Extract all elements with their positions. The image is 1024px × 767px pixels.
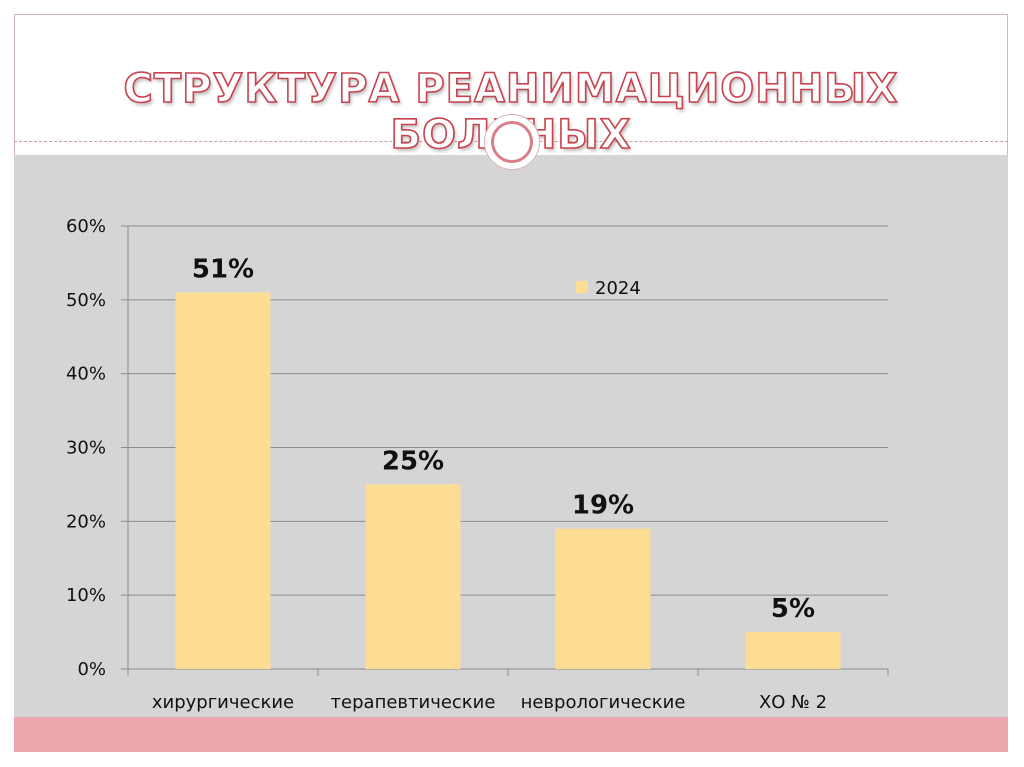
- y-tick-label: 30%: [66, 438, 106, 459]
- data-label: 19%: [572, 491, 634, 521]
- y-tick-label: 50%: [66, 290, 106, 311]
- y-tick-label: 60%: [66, 216, 106, 237]
- category-label: терапевтические: [331, 692, 496, 713]
- bar: [555, 528, 651, 669]
- y-tick-label: 10%: [66, 585, 106, 606]
- legend-swatch: [576, 281, 588, 293]
- circle-ornament-ring: [491, 121, 533, 163]
- category-label: хирургические: [152, 692, 294, 713]
- y-tick-label: 20%: [66, 511, 106, 532]
- y-tick-label: 40%: [66, 364, 106, 385]
- slide-title: СТРУКТУРА РЕАНИМАЦИОННЫХ БОЛЬНЫХ: [123, 65, 899, 159]
- legend-label: 2024: [595, 278, 641, 299]
- title-area: СТРУКТУРА РЕАНИМАЦИОННЫХ БОЛЬНЫХ: [14, 14, 1008, 159]
- category-label: неврологические: [521, 692, 686, 713]
- data-label: 5%: [771, 594, 815, 624]
- circle-ornament-icon: [484, 114, 540, 170]
- data-label: 25%: [382, 446, 444, 476]
- bar: [175, 292, 271, 669]
- bottom-band: [14, 717, 1008, 752]
- category-label: ХО № 2: [759, 692, 827, 713]
- y-tick-label: 0%: [77, 659, 106, 680]
- data-label: 51%: [192, 254, 254, 284]
- bar: [745, 632, 841, 669]
- bar: [365, 484, 461, 669]
